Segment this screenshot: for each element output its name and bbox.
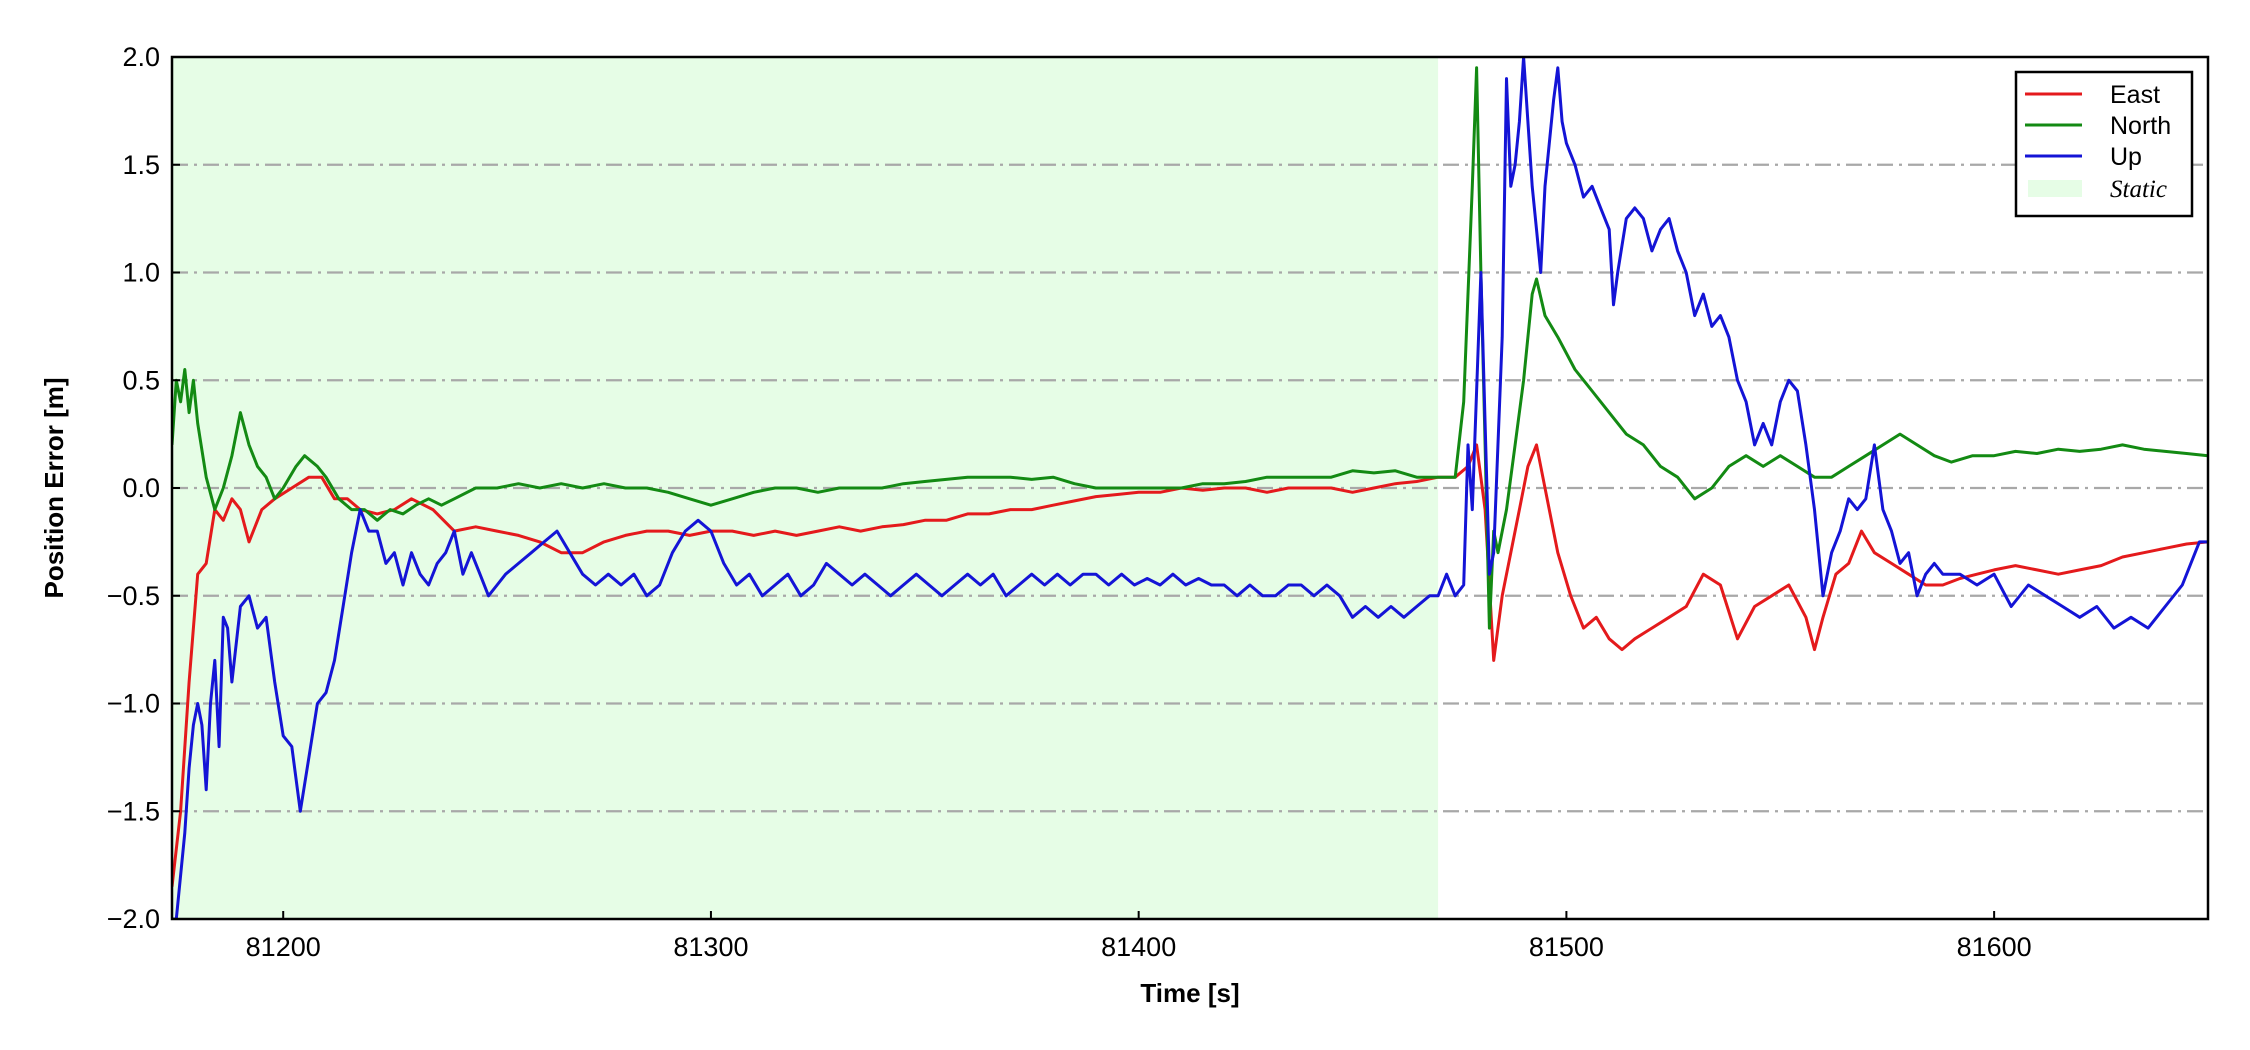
y-tick-label-4: 0.0 — [122, 473, 160, 503]
legend-label-static: Static — [2110, 176, 2167, 203]
tick-layer: −2.0 −1.5 −1.0 −0.5 0.0 0.5 1.0 1.5 2.0 81200 8130… — [107, 42, 2032, 962]
x-tick-label-4: 81600 — [1957, 932, 2032, 962]
series-layer — [172, 57, 2208, 919]
x-tick-label-1: 81300 — [673, 932, 748, 962]
x-axis-title: Time [s] — [1140, 978, 1239, 1008]
y-tick-label-2: −1.0 — [107, 689, 160, 719]
x-tick-label-2: 81400 — [1101, 932, 1176, 962]
legend-label-east: East — [2110, 81, 2160, 109]
legend-label-north: North — [2110, 112, 2171, 140]
legend: East North Up Static — [2014, 70, 2194, 218]
x-tick-label-0: 81200 — [246, 932, 321, 962]
y-tick-label-7: 1.5 — [122, 150, 160, 180]
series-line-east — [172, 443, 2208, 887]
legend-swatch-static — [2028, 180, 2082, 197]
y-tick-label-5: 0.5 — [122, 365, 160, 395]
series-line-up — [172, 57, 2208, 919]
y-tick-label-1: −1.5 — [107, 796, 160, 826]
x-tick-label-3: 81500 — [1529, 932, 1604, 962]
series-line-north — [172, 66, 2208, 630]
y-axis-title: Position Error [m] — [39, 377, 69, 598]
y-tick-label-6: 1.0 — [122, 258, 160, 288]
y-tick-label-3: −0.5 — [107, 581, 160, 611]
y-tick-label-0: −2.0 — [107, 904, 160, 934]
y-tick-label-8: 2.0 — [122, 42, 160, 72]
legend-label-up: Up — [2110, 143, 2142, 171]
